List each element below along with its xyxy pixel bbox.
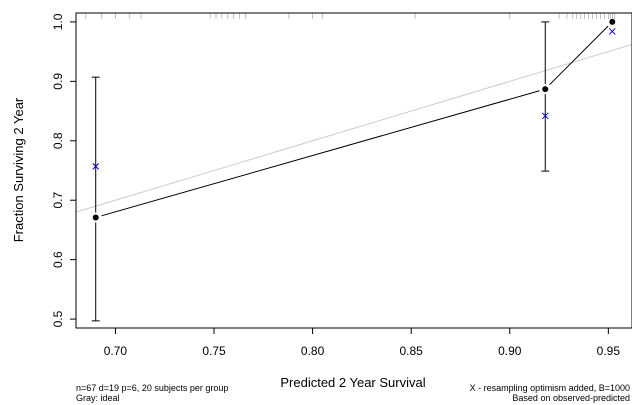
apparent-point	[609, 18, 616, 25]
y-tick-label: 0.9	[51, 73, 65, 90]
plot-frame	[75, 12, 632, 329]
ideal-line	[75, 44, 632, 213]
corrected-point-marker	[92, 162, 100, 170]
y-tick-label: 0.8	[51, 132, 65, 149]
apparent-line-segment	[549, 25, 609, 86]
corrected-point-marker	[608, 28, 616, 35]
corrected-marker-stroke	[608, 28, 616, 35]
footnote-resampling-legend: X - resampling optimism added, B=1000	[469, 383, 630, 393]
x-tick-label: 0.80	[301, 344, 325, 358]
footnote-right: X - resampling optimism added, B=1000 Ba…	[470, 383, 630, 403]
x-tick-label: 0.90	[498, 344, 522, 358]
x-axis: 0.70 0.75 0.80 0.85 0.90 0.95	[104, 328, 621, 358]
corrected-point-marker	[541, 112, 549, 120]
y-tick-label: 1.0	[51, 13, 65, 30]
y-axis-label: Fraction Surviving 2 Year	[11, 97, 26, 242]
x-tick-label: 0.85	[399, 344, 423, 358]
ideal-line-layer	[75, 44, 632, 213]
apparent-point	[92, 214, 99, 221]
footnote-ideal-legend: Gray: ideal	[76, 393, 120, 403]
y-tick-label: 0.5	[51, 310, 65, 327]
footnote-basis: Based on observed-predicted	[512, 393, 630, 403]
corrected-marker-stroke	[92, 162, 100, 170]
corrected-marker-stroke	[541, 112, 549, 120]
x-axis-label: Predicted 2 Year Survival	[280, 375, 425, 390]
rug-marks	[85, 13, 615, 19]
optimism-corrected-series	[92, 28, 616, 170]
apparent-point	[542, 86, 549, 93]
x-tick-label: 0.75	[202, 344, 226, 358]
x-tick-label: 0.95	[597, 344, 621, 358]
apparent-series	[91, 18, 616, 322]
y-tick-label: 0.7	[51, 192, 65, 209]
x-tick-label: 0.70	[104, 344, 128, 358]
apparent-line-segment	[101, 90, 540, 217]
footnote-left: n=67 d=19 p=6, 20 subjects per group Gra…	[76, 383, 228, 403]
footnote-sample-info: n=67 d=19 p=6, 20 subjects per group	[76, 383, 229, 393]
y-axis: 0.5 0.6 0.7 0.8 0.9 1.0	[51, 13, 76, 327]
y-tick-label: 0.6	[51, 251, 65, 268]
